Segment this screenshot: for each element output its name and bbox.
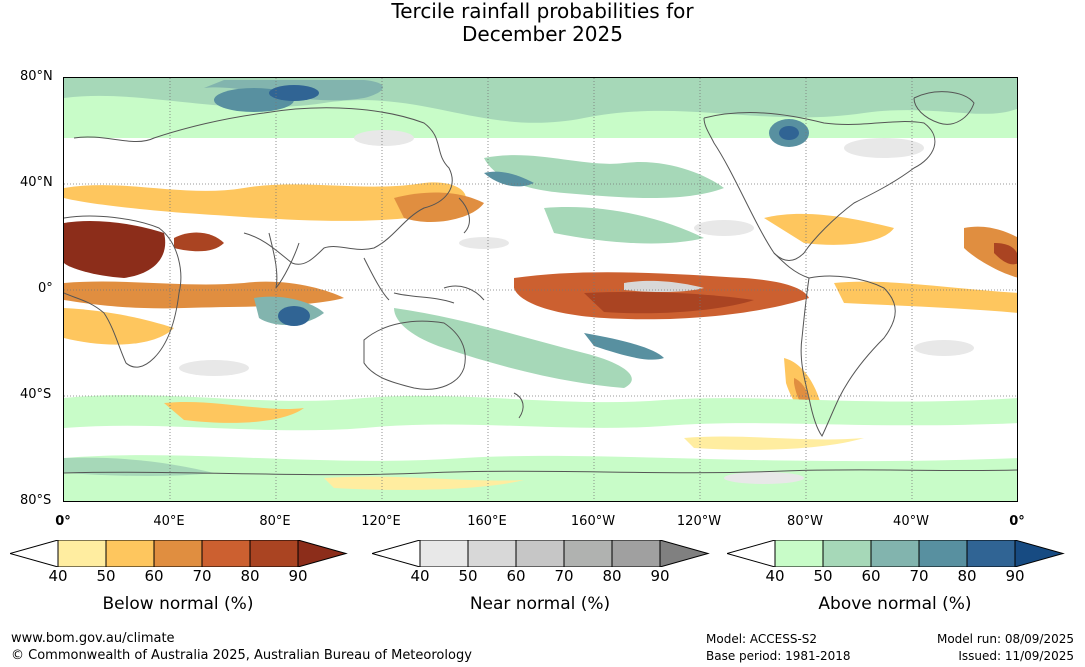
rainfall-probability-map — [63, 77, 1018, 502]
lon-label-40e: 40°E — [153, 514, 185, 529]
colorbar-near-left-arrow — [372, 540, 421, 567]
colorbar-above-normal — [727, 540, 1065, 567]
lon-label-0-right: 0° — [1009, 514, 1025, 529]
tick: 40 — [410, 567, 430, 585]
tick: 60 — [506, 567, 526, 585]
lon-label-120w: 120°W — [676, 514, 722, 529]
lon-label-160e: 160°E — [467, 514, 507, 529]
lat-label-40n: 40°N — [20, 175, 53, 190]
colorbar-above-right-arrow — [1014, 540, 1065, 567]
colorbar-cell — [918, 540, 968, 567]
colorbar-cell — [249, 540, 299, 567]
colorbar-cell — [563, 540, 613, 567]
colorbar-below-right-arrow — [297, 540, 348, 567]
colorbar-cell — [774, 540, 824, 567]
tick: 90 — [650, 567, 670, 585]
map-title: Tercile rainfall probabilities for Decem… — [0, 0, 1085, 46]
tick: 60 — [144, 567, 164, 585]
colorbar-cell — [870, 540, 920, 567]
colorbar-cell — [419, 540, 469, 567]
tick: 40 — [765, 567, 785, 585]
colorbar-cell — [105, 540, 155, 567]
tick: 80 — [602, 567, 622, 585]
colorbar-near-label: Near normal (%) — [469, 594, 611, 614]
tick: 80 — [957, 567, 977, 585]
footer-url[interactable]: www.bom.gov.au/climate — [11, 631, 175, 646]
tick: 90 — [1005, 567, 1025, 585]
lat-label-80s: 80°S — [20, 493, 52, 508]
tick: 70 — [554, 567, 574, 585]
colorbar-cell — [57, 540, 107, 567]
lon-label-80w: 80°W — [787, 514, 823, 529]
tick: 40 — [48, 567, 68, 585]
tick: 50 — [458, 567, 478, 585]
colorbar-above-label: Above normal (%) — [818, 594, 972, 614]
colorbar-cell — [201, 540, 251, 567]
map-graphic — [64, 78, 1017, 501]
colorbar-below-label: Below normal (%) — [102, 594, 254, 614]
colorbar-below-left-arrow — [10, 540, 59, 567]
colorbar-cell — [467, 540, 517, 567]
footer-model-run: Model run: 08/09/2025 — [936, 632, 1074, 646]
colorbar-cell — [966, 540, 1016, 567]
lon-label-0-left: 0° — [55, 514, 71, 529]
title-line-1: Tercile rainfall probabilities for — [391, 0, 694, 23]
lat-label-0: 0° — [38, 281, 53, 296]
colorbar-cell — [153, 540, 203, 567]
colorbar-near-normal — [372, 540, 710, 567]
title-line-2: December 2025 — [462, 22, 623, 46]
footer-copyright: © Commonwealth of Australia 2025, Austra… — [11, 648, 472, 663]
tick: 80 — [240, 567, 260, 585]
lon-label-160w: 160°W — [570, 514, 616, 529]
lon-label-120e: 120°E — [361, 514, 401, 529]
colorbar-cell — [822, 540, 872, 567]
colorbar-cell — [515, 540, 565, 567]
tick: 50 — [813, 567, 833, 585]
tick: 50 — [96, 567, 116, 585]
lat-label-40s: 40°S — [20, 387, 52, 402]
tick: 70 — [192, 567, 212, 585]
tick: 70 — [909, 567, 929, 585]
colorbar-above-left-arrow — [727, 540, 776, 567]
tick: 60 — [861, 567, 881, 585]
lon-label-80e: 80°E — [259, 514, 291, 529]
lon-label-40w: 40°W — [893, 514, 929, 529]
colorbar-below-normal — [10, 540, 348, 567]
tick: 90 — [288, 567, 308, 585]
colorbar-near-right-arrow — [659, 540, 710, 567]
colorbar-cell — [611, 540, 661, 567]
footer-base-period: Base period: 1981-2018 — [706, 649, 851, 663]
lat-label-80n: 80°N — [20, 69, 53, 84]
footer-model: Model: ACCESS-S2 — [706, 632, 818, 646]
footer-issued: Issued: 11/09/2025 — [958, 649, 1074, 663]
